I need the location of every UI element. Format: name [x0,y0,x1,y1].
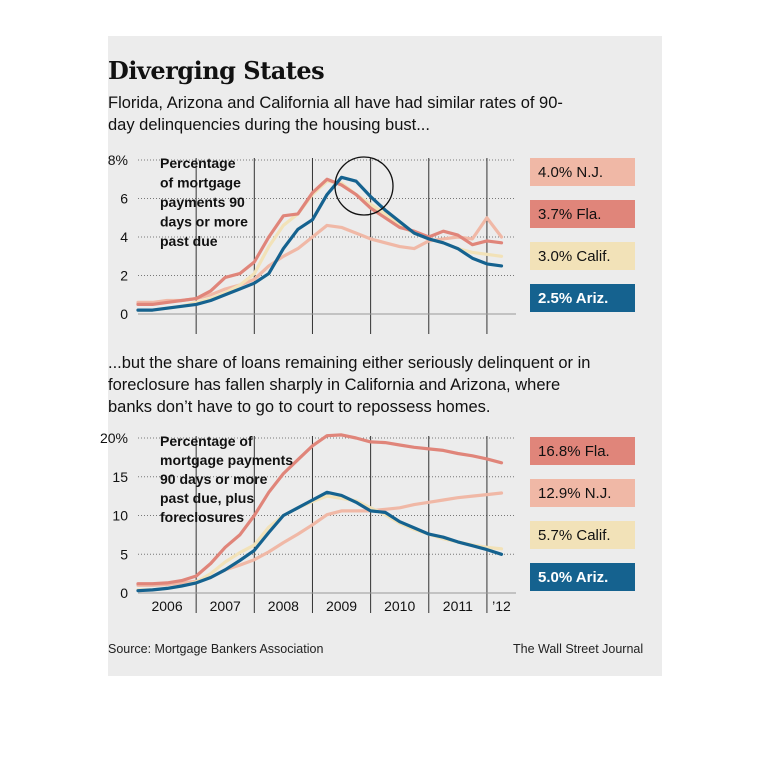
y-tick-label: 5 [120,546,128,562]
chart-title-line: Percentage [160,155,236,171]
series-label-box [530,200,635,228]
chart-1: 0 2 4 6 8% Percentage of mortgage payments 90 da… [108,152,635,334]
chart-title-line: days or more [160,214,248,230]
series-label-box [530,284,635,312]
series-label: 5.0% Ariz. [538,569,608,586]
x-tick-label: ’12 [492,598,511,614]
y-tick-label: 0 [120,585,128,601]
subtitle-top: Florida, Arizona and California all have… [108,94,563,134]
y-tick-label: 8% [108,152,128,168]
chart-title-line: of mortgage [160,175,241,191]
series-label-box [530,479,635,507]
series-label-box [530,563,635,591]
series-label: 16.8% Fla. [538,443,610,460]
y-tick-label: 20% [100,430,128,446]
chart-title-line: foreclosures [160,509,244,525]
series-line-fla [136,177,504,306]
peak-highlight-circle [334,156,394,216]
y-tick-label: 15 [112,469,128,485]
series-label: 3.0% Calif. [538,248,611,265]
x-tick-label: 2007 [210,598,241,614]
credit-note: The Wall Street Journal [513,642,644,656]
series-line-nj. [136,216,504,304]
series-line-fla [136,433,504,586]
source-note: Source: Mortgage Bankers Association [108,642,324,656]
series-label-box [530,242,635,270]
series-line-ariz [136,175,504,312]
series-label: 3.7% Fla. [538,206,601,223]
y-tick-label: 2 [120,268,128,284]
x-tick-label: 2010 [384,598,415,614]
chart-title-line: mortgage payments [160,452,293,468]
y-tick-label: 4 [120,229,128,245]
y-tick-label: 6 [120,191,128,207]
series-label: 2.5% Ariz. [538,290,608,307]
chart-title-line: payments 90 [160,194,245,210]
series-label: 12.9% N.J. [538,485,611,502]
y-tick-label: 10 [112,508,128,524]
chart-2: 0 5 10 15 20% Percentage of mortgage payments 9… [100,430,635,614]
y-tick-label: 0 [120,306,128,322]
series-label-box [530,158,635,186]
series-label: 4.0% N.J. [538,164,603,181]
chart-title-line: past due [160,233,218,249]
chart-title-line: past due, plus [160,490,254,506]
series-label-box [530,521,635,549]
chart-title-line: Percentage of [160,433,253,449]
x-tick-label: 2008 [268,598,299,614]
x-tick-label: 2009 [326,598,357,614]
subtitle-bottom: ...but the share of loans remaining eith… [108,354,591,416]
series-line-ariz [136,490,504,593]
x-tick-label: 2006 [151,598,182,614]
graphic-title: Diverging States [108,56,325,85]
chart-title-line: 90 days or more [160,471,268,487]
series-label-box [530,437,635,465]
series-label: 5.7% Calif. [538,527,611,544]
x-tick-label: 2011 [443,598,473,614]
